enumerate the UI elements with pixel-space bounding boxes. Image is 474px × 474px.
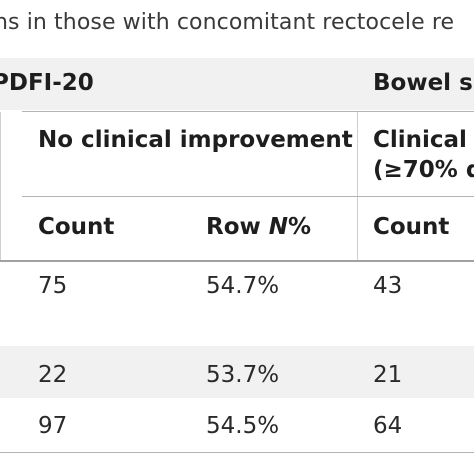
subgroup-header-no-improvement: No clinical improvement — [38, 127, 353, 153]
table-row-2-count: 22 — [38, 362, 68, 388]
table-caption: ns in those with concomitant rectocele r… — [0, 10, 455, 35]
table-row-1-count: 75 — [38, 273, 68, 299]
subgroup-header-clinical-line2: (≥70% d — [373, 157, 474, 183]
column-header-top-rule — [22, 196, 474, 197]
table-row-2-row-pct: 53.7% — [206, 362, 280, 388]
table-row-3-count: 97 — [38, 413, 68, 439]
row-n-italic: N — [268, 214, 289, 240]
header-bottom-rule — [0, 260, 474, 262]
group-separator — [357, 112, 358, 262]
table-row-3-row-pct: 54.5% — [206, 413, 280, 439]
group-header-band — [0, 58, 474, 110]
column-header-row-n-pct: Row N% — [206, 214, 311, 240]
left-edge-separator — [0, 112, 1, 262]
subgroup-header-clinical-line1: Clinical i — [373, 127, 474, 153]
column-header-count: Count — [38, 214, 115, 240]
group-header-bowel: Bowel su — [373, 70, 474, 96]
table-row-2-count-2: 21 — [373, 362, 403, 388]
row-n-prefix: Row — [206, 214, 269, 240]
column-header-count-2: Count — [373, 214, 450, 240]
subgroup-top-rule — [22, 111, 474, 112]
table-row-2-band — [0, 346, 474, 398]
table-row-3-count-2: 64 — [373, 413, 403, 439]
table-row-1-row-pct: 54.7% — [206, 273, 280, 299]
group-header-pdfi20: PDFI-20 — [0, 70, 94, 96]
table-bottom-rule — [0, 452, 474, 453]
table-row-1-count-2: 43 — [373, 273, 403, 299]
row-n-suffix: % — [288, 214, 312, 240]
